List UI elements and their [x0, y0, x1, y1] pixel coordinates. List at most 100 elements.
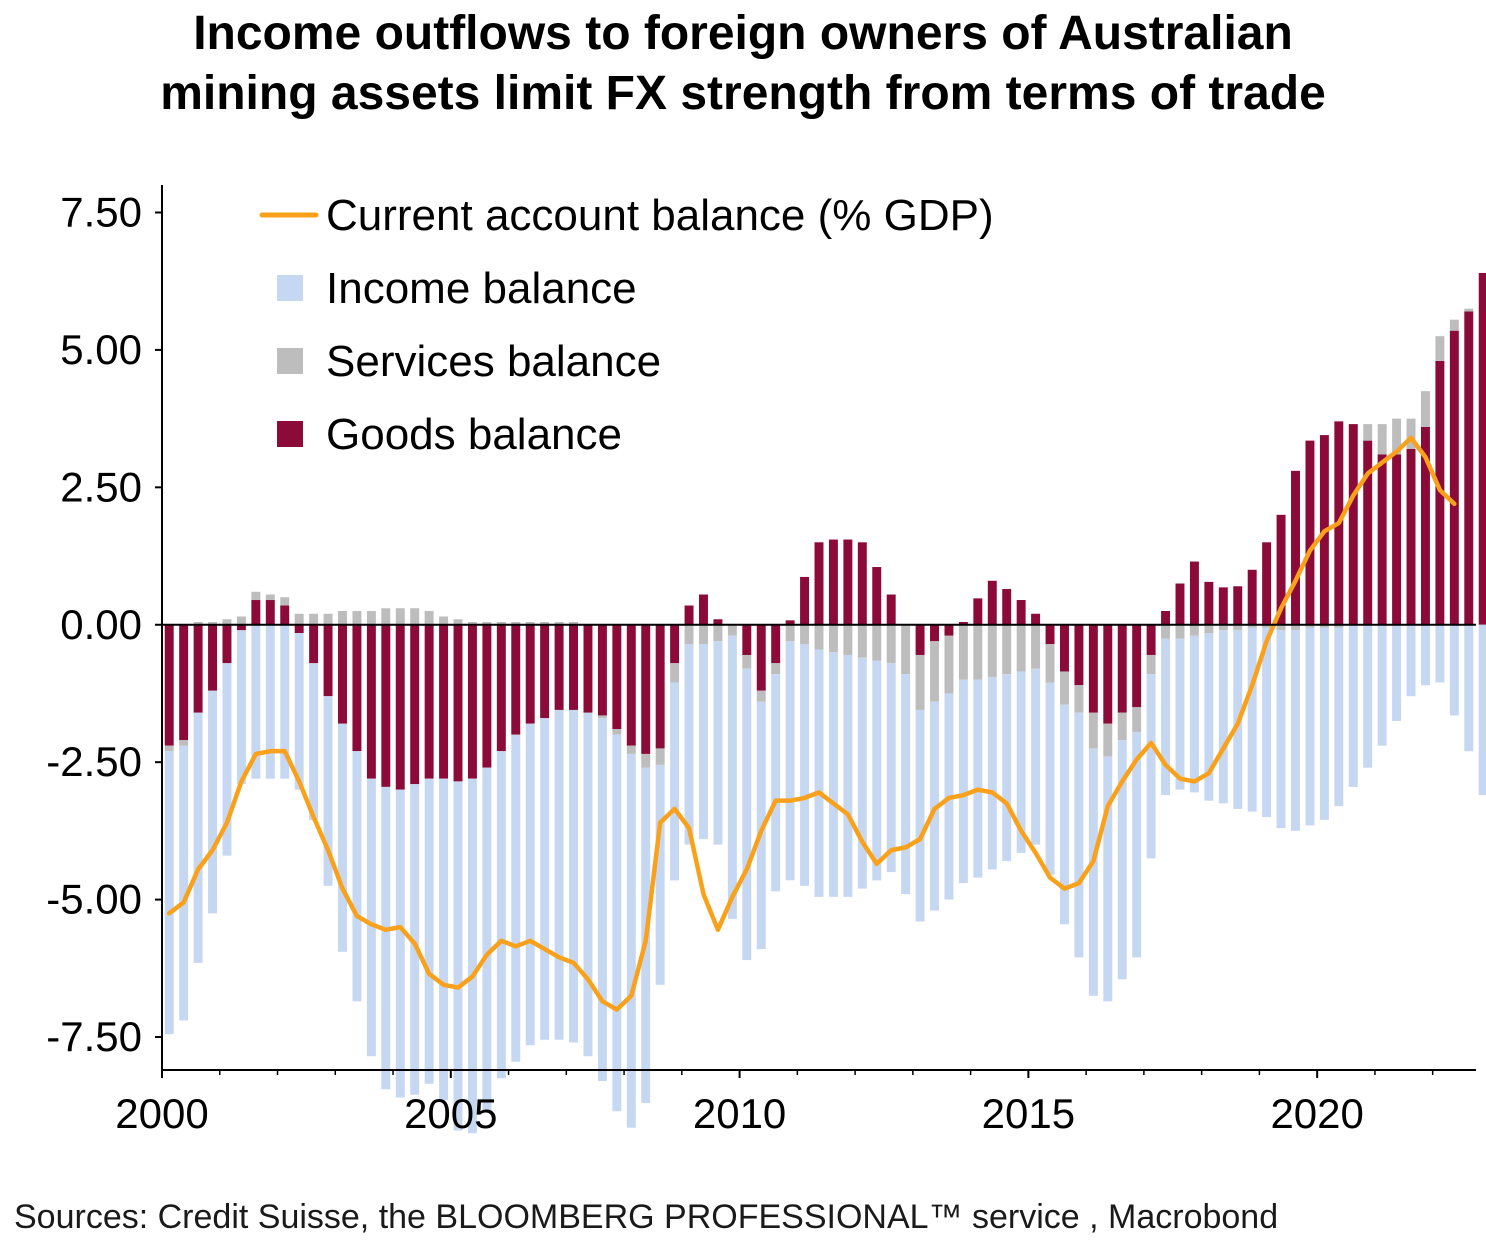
goods-balance-bar: [1406, 448, 1416, 625]
goods-balance-bar: [1045, 624, 1055, 644]
income-balance-bar: [511, 734, 521, 1062]
services-balance-bar: [1435, 336, 1445, 361]
income-balance-bar: [1189, 635, 1199, 793]
income-balance-bar: [251, 624, 261, 779]
income-balance-bar: [1435, 624, 1445, 683]
income-balance-bar: [1016, 671, 1026, 853]
services-balance-bar: [222, 619, 232, 625]
goods-balance-bar: [1031, 613, 1041, 625]
goods-balance-bar: [179, 624, 189, 741]
income-balance-bar: [453, 781, 463, 1131]
services-balance-bar: [467, 622, 477, 625]
goods-balance-bar: [612, 624, 622, 730]
services-balance-bar: [1305, 624, 1315, 628]
income-balance-bar: [569, 709, 578, 1043]
income-balance-bar: [915, 709, 925, 922]
goods-balance-bar: [800, 576, 810, 625]
services-balance-bar: [930, 641, 939, 702]
services-balance-bar: [352, 611, 362, 625]
services-balance-bar: [944, 635, 954, 694]
goods-balance-bar: [366, 624, 376, 779]
income-balance-bar: [424, 778, 434, 1084]
legend-item-income: Income balance: [277, 264, 637, 313]
income-balance-bar: [193, 712, 203, 963]
services-balance-bar: [280, 597, 290, 606]
goods-balance-bar: [1132, 624, 1142, 708]
services-balance-bar: [1449, 319, 1459, 331]
income-balance-bar: [525, 723, 535, 1046]
y-tick-label: 2.50: [60, 463, 142, 510]
services-balance-bar: [1262, 624, 1272, 628]
goods-balance-bar: [872, 567, 882, 625]
income-balance-bar: [395, 789, 405, 1098]
income-balance-bar: [597, 718, 607, 1081]
services-balance-bar: [713, 624, 723, 642]
income-balance-bar: [1088, 748, 1098, 996]
legend-label: Goods balance: [326, 410, 622, 459]
services-balance-bar: [1218, 624, 1228, 631]
income-balance-bar: [828, 652, 838, 897]
income-balance-bar: [727, 635, 737, 919]
services-balance-bar: [1363, 424, 1373, 441]
income-balance-bar: [655, 764, 665, 985]
services-balance-bar: [1060, 671, 1069, 705]
income-balance-bar: [1363, 624, 1373, 768]
goods-balance-bar: [1363, 440, 1373, 625]
services-balance-bar: [1420, 391, 1430, 427]
income-balance-bar: [540, 718, 550, 1040]
income-balance-bar: [814, 649, 824, 897]
income-balance-bar: [973, 679, 983, 878]
goods-balance-bar: [1060, 624, 1069, 672]
y-tick-label: -2.50: [46, 738, 142, 785]
services-balance-bar: [496, 622, 506, 625]
income-balance-bar: [554, 709, 564, 1040]
goods-balance-bar: [973, 598, 983, 625]
income-balance-bar: [756, 701, 766, 950]
income-balance-bar: [670, 682, 680, 881]
services-balance-bar: [1334, 624, 1344, 628]
services-balance-bar: [395, 608, 405, 625]
services-balance-bar: [843, 624, 853, 655]
goods-balance-bar: [482, 624, 492, 768]
services-balance-bar: [1002, 624, 1012, 675]
goods-balance-bar: [1103, 624, 1113, 724]
x-tick-label: 2020: [1270, 1090, 1363, 1137]
services-balance-bar: [626, 745, 636, 754]
services-balance-bar: [1406, 418, 1416, 449]
services-balance-bar: [756, 690, 766, 702]
goods-balance-bar: [597, 624, 607, 716]
services-balance-bar: [1175, 624, 1185, 639]
services-balance-bar: [381, 608, 391, 625]
goods-balance-bar: [1377, 454, 1387, 625]
income-balance-bar: [439, 778, 449, 1101]
income-balance-bar: [612, 734, 622, 1112]
services-balance-bar: [1016, 624, 1026, 672]
goods-balance-bar: [569, 624, 578, 710]
goods-balance-bar: [641, 624, 651, 754]
goods-balance-bar: [496, 624, 506, 752]
income-balance-bar: [1464, 624, 1474, 752]
y-tick-label: 7.50: [60, 188, 142, 235]
services-balance-bar: [785, 624, 795, 642]
income-balance-bar: [1319, 627, 1329, 820]
goods-balance-bar: [699, 594, 708, 625]
services-balance-bar: [1161, 624, 1171, 639]
services-balance-bar: [1464, 308, 1474, 312]
income-balance-bar: [496, 751, 506, 1079]
goods-balance-bar: [1291, 470, 1300, 625]
income-balance-bar: [179, 745, 189, 1021]
services-balance-bar: [236, 616, 246, 625]
goods-balance-bar: [756, 624, 766, 691]
income-balance-bar: [800, 643, 810, 886]
income-balance-bar: [323, 696, 333, 886]
goods-balance-bar: [554, 624, 564, 710]
income-balance-bar: [309, 663, 319, 820]
goods-balance-bar: [381, 624, 391, 787]
goods-balance-bar: [309, 624, 319, 664]
services-balance-bar: [323, 613, 333, 625]
services-balance-bar: [1103, 723, 1113, 757]
income-balance-bar: [785, 641, 795, 881]
goods-balance-bar: [265, 600, 275, 625]
services-balance-bar: [1074, 685, 1084, 713]
goods-balance-bar: [944, 624, 954, 636]
